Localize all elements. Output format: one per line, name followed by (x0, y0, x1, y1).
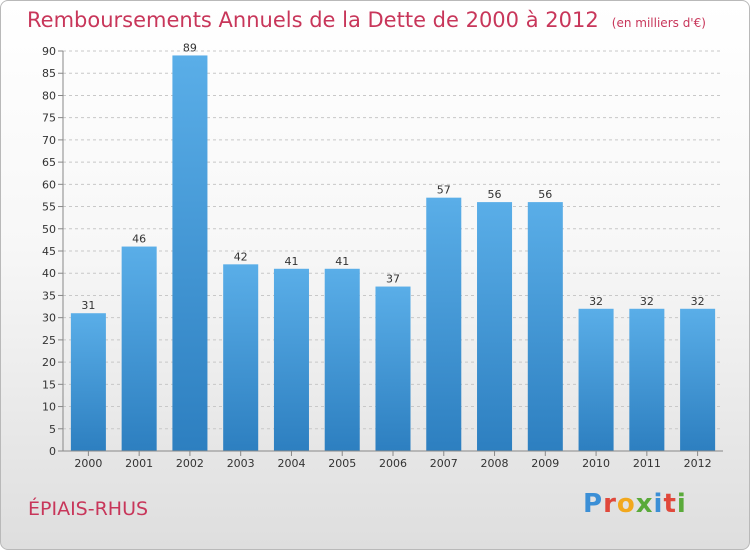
commune-name: ÉPIAIS-RHUS (28, 498, 149, 520)
bar (375, 286, 411, 451)
x-tick-label: 2001 (125, 457, 153, 470)
x-tick-label: 2009 (531, 457, 559, 470)
bar-value-label: 56 (488, 188, 502, 201)
y-tick-label: 60 (42, 178, 56, 191)
bar-value-label: 57 (437, 184, 451, 197)
logo-letter: i (653, 489, 664, 519)
bar (629, 308, 665, 451)
y-tick-label: 30 (42, 312, 56, 325)
bar-value-label: 41 (284, 255, 298, 268)
logo-letter: o (616, 489, 636, 519)
y-tick-label: 70 (42, 134, 56, 147)
y-tick-label: 85 (42, 67, 56, 80)
x-tick-label: 2005 (328, 457, 356, 470)
chart-unit: (en milliers d'€) (611, 16, 706, 30)
bar-value-label: 46 (132, 233, 146, 246)
y-tick-label: 65 (42, 156, 56, 169)
y-tick-label: 80 (42, 89, 56, 102)
y-tick-label: 55 (42, 201, 56, 214)
y-tick-label: 75 (42, 112, 56, 125)
bar-value-label: 32 (589, 295, 603, 308)
y-tick-label: 90 (42, 45, 56, 58)
bar (426, 197, 462, 451)
bar (578, 308, 614, 451)
bar-value-label: 56 (538, 188, 552, 201)
x-tick-label: 2003 (227, 457, 255, 470)
chart-title-block: Remboursements Annuels de la Dette de 20… (27, 8, 706, 32)
bar (172, 55, 208, 451)
bar (273, 268, 309, 451)
bar-value-label: 89 (183, 41, 197, 54)
x-tick-label: 2002 (176, 457, 204, 470)
x-tick-label: 2011 (633, 457, 661, 470)
x-tick-label: 2010 (582, 457, 610, 470)
bar-value-label: 31 (81, 299, 95, 312)
logo-letter: i (676, 489, 687, 519)
y-tick-label: 50 (42, 223, 56, 236)
y-tick-label: 5 (49, 423, 56, 436)
y-tick-label: 45 (42, 245, 56, 258)
bar (680, 308, 716, 451)
y-tick-label: 15 (42, 378, 56, 391)
x-tick-label: 2000 (74, 457, 102, 470)
x-tick-label: 2004 (277, 457, 305, 470)
logo-letter: P (583, 489, 604, 519)
logo-letter: r (603, 489, 617, 519)
bar-value-label: 41 (335, 255, 349, 268)
bar (70, 313, 106, 451)
proxiti-logo: Proxiti (583, 489, 687, 519)
logo-letter: x (635, 489, 654, 519)
y-tick-label: 20 (42, 356, 56, 369)
bar-value-label: 32 (691, 295, 705, 308)
y-tick-label: 35 (42, 289, 56, 302)
x-tick-label: 2012 (684, 457, 712, 470)
bar-value-label: 32 (640, 295, 654, 308)
bar-value-label: 37 (386, 273, 400, 286)
logo-letter: t (663, 489, 677, 519)
y-tick-label: 10 (42, 401, 56, 414)
bar (121, 246, 157, 451)
x-tick-label: 2007 (430, 457, 458, 470)
bar-value-label: 42 (234, 250, 248, 263)
bar (223, 264, 259, 451)
bar (324, 268, 360, 451)
bar (477, 202, 513, 451)
y-tick-label: 40 (42, 267, 56, 280)
bar (527, 202, 563, 451)
x-tick-label: 2006 (379, 457, 407, 470)
chart-title: Remboursements Annuels de la Dette de 20… (27, 8, 599, 32)
y-tick-label: 0 (49, 445, 56, 458)
y-tick-label: 25 (42, 334, 56, 347)
x-tick-label: 2008 (481, 457, 509, 470)
